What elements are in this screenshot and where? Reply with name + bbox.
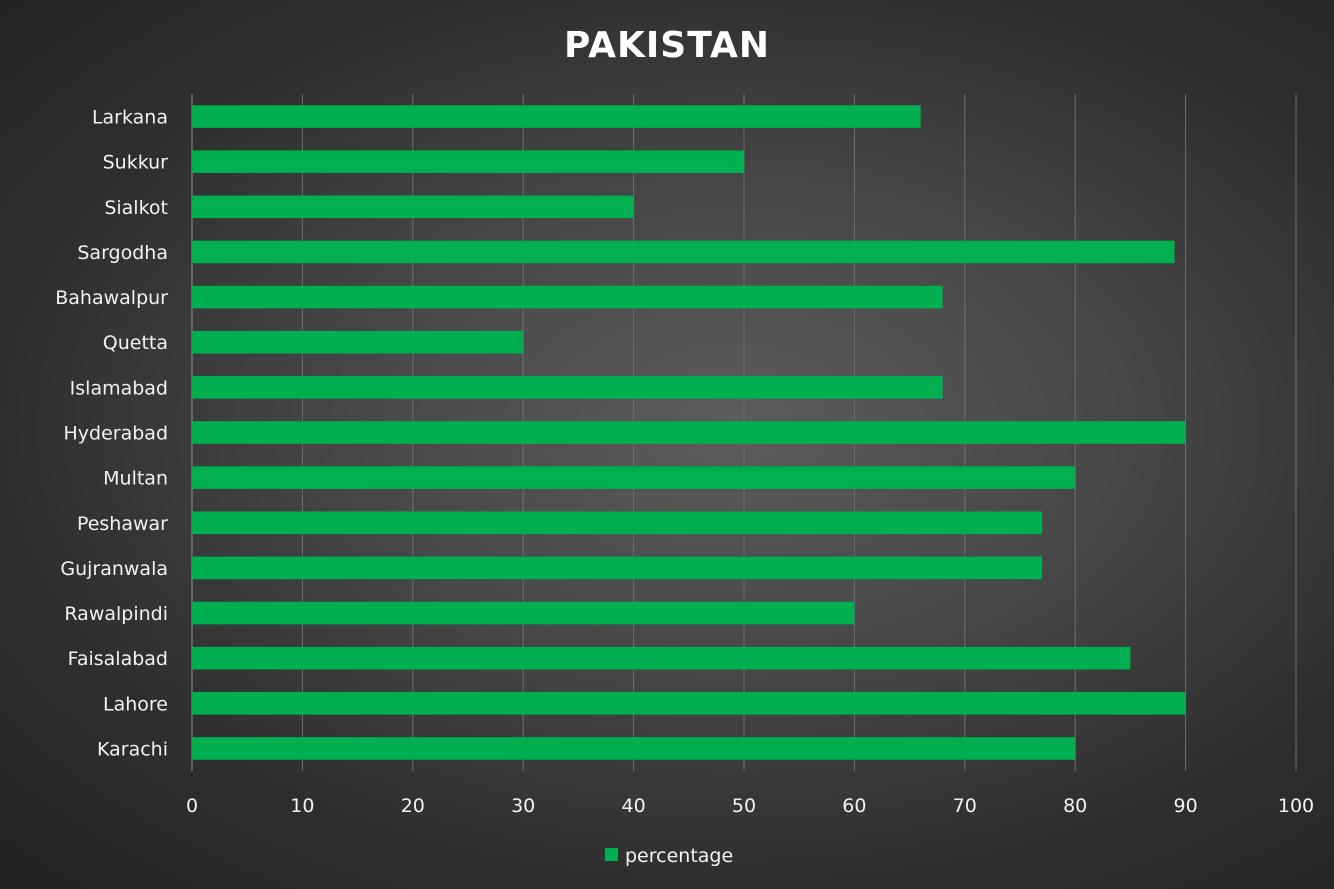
category-label: Rawalpindi	[64, 603, 168, 625]
bar-quetta	[192, 330, 524, 354]
x-tick-label: 90	[1174, 795, 1198, 817]
category-label: Karachi	[97, 738, 168, 760]
bar-faisalabad	[192, 646, 1131, 670]
bar-hyderabad	[192, 421, 1186, 444]
category-label: Sukkur	[103, 152, 169, 174]
bar-sargodha	[192, 240, 1175, 264]
legend-label: percentage	[625, 845, 733, 867]
bar-lahore	[192, 692, 1186, 715]
category-label: Larkana	[92, 107, 168, 129]
bar-larkana	[192, 105, 921, 128]
x-axis-tick-labels: 0 10 20 30 40 50 60 70 80 90 100	[186, 795, 1314, 817]
x-tick-label: 40	[622, 795, 646, 817]
category-label: Hyderabad	[64, 423, 169, 445]
bar-bahawalpur	[192, 285, 943, 309]
category-label: Islamabad	[70, 377, 168, 399]
x-tick-label: 100	[1278, 795, 1314, 817]
category-label: Faisalabad	[68, 648, 168, 670]
legend: percentage	[605, 845, 733, 867]
bar-sukkur	[192, 150, 744, 173]
category-label: Bahawalpur	[55, 287, 168, 309]
x-tick-label: 50	[732, 795, 756, 817]
category-label: Gujranwala	[60, 558, 168, 580]
bar-karachi	[192, 737, 1076, 760]
category-label: Multan	[103, 468, 168, 490]
category-label: Quetta	[103, 332, 168, 354]
category-label: Sialkot	[104, 197, 168, 219]
category-labels: Karachi Lahore Faisalabad Rawalpindi Gujranw…	[55, 107, 168, 761]
category-label: Sargodha	[77, 242, 168, 264]
chart-title: PAKISTAN	[564, 25, 770, 66]
bar-gujranwala	[192, 556, 1043, 580]
x-tick-label: 80	[1063, 795, 1087, 817]
category-label: Peshawar	[77, 513, 168, 535]
bars	[192, 105, 1186, 760]
x-tick-label: 70	[953, 795, 977, 817]
category-label: Lahore	[103, 693, 168, 715]
x-tick-label: 10	[290, 795, 314, 817]
bar-islamabad	[192, 376, 943, 399]
x-tick-label: 30	[511, 795, 535, 817]
legend-swatch	[605, 848, 618, 861]
bar-sialkot	[192, 195, 634, 219]
x-tick-label: 20	[401, 795, 425, 817]
bar-multan	[192, 466, 1076, 489]
x-tick-label: 0	[186, 795, 198, 817]
bar-peshawar	[192, 511, 1043, 535]
x-tick-label: 60	[842, 795, 866, 817]
bar-rawalpindi	[192, 601, 855, 625]
